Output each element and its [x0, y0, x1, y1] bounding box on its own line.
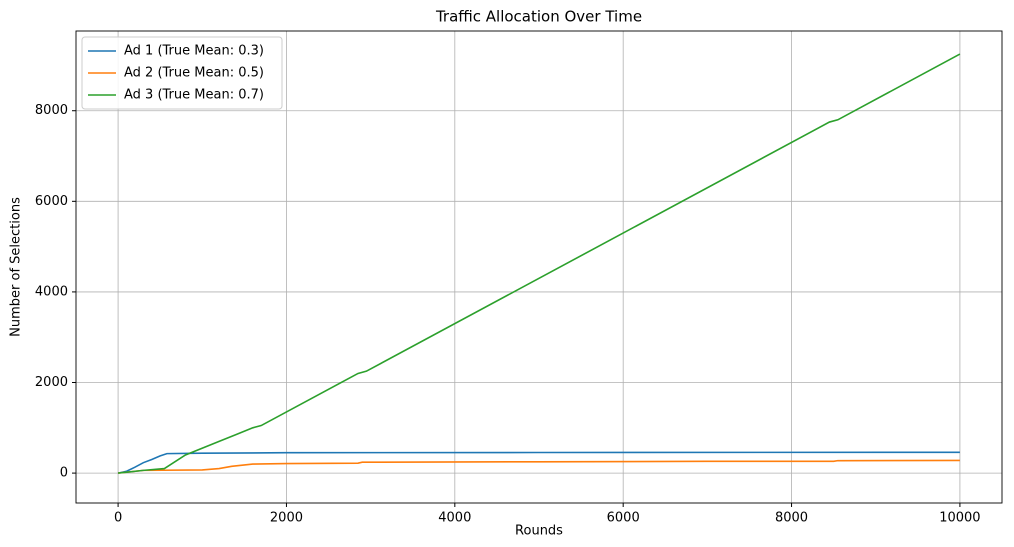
y-tick-label: 2000	[35, 375, 68, 390]
plot-frame	[75, 30, 1003, 504]
series-line	[118, 459, 960, 474]
x-tick-label: 10000	[939, 511, 980, 526]
y-tick-label: 0	[60, 466, 68, 481]
y-tick-label: 6000	[35, 194, 68, 209]
legend-label: Ad 3 (True Mean: 0.7)	[124, 88, 264, 103]
x-axis-label: Rounds	[515, 524, 563, 539]
legend-label: Ad 1 (True Mean: 0.3)	[124, 44, 264, 59]
series-line	[118, 53, 961, 474]
x-tick-label: 8000	[775, 511, 808, 526]
x-tick-label: 4000	[438, 511, 471, 526]
x-tick-label: 2000	[270, 511, 303, 526]
x-tick-label: 6000	[607, 511, 640, 526]
y-tick-label: 4000	[35, 284, 68, 299]
legend-box	[81, 36, 283, 110]
x-tick-label: 0	[114, 511, 122, 526]
y-tick-label: 8000	[35, 103, 68, 118]
chart-title: Traffic Allocation Over Time	[435, 8, 642, 26]
legend-label: Ad 2 (True Mean: 0.5)	[124, 66, 264, 81]
y-axis-label: Number of Selections	[9, 197, 24, 337]
series-line	[117, 451, 960, 474]
